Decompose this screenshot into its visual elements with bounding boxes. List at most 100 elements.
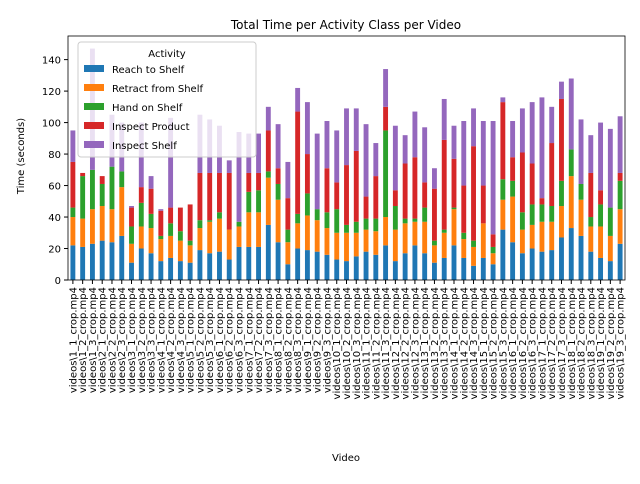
bar-segment: [80, 218, 86, 247]
bar-segment: [256, 190, 261, 213]
bar-segment: [324, 168, 330, 213]
bar-segment: [441, 257, 447, 280]
bar-segment: [529, 224, 535, 249]
bar-segment: [187, 245, 193, 263]
bar-segment: [451, 125, 457, 159]
bar-segment: [138, 202, 144, 227]
bar-segment: [344, 224, 349, 233]
bar-segment: [207, 253, 213, 280]
bar-segment: [519, 229, 525, 254]
bar-segment: [256, 246, 261, 280]
y-tick-label: 20: [48, 245, 61, 256]
x-tick-label: videos\1_1_crop.mp4: [68, 287, 79, 393]
bar-segment: [217, 172, 222, 213]
bar-segment: [334, 232, 340, 260]
bar-segment: [539, 204, 545, 222]
bar-segment: [168, 223, 174, 236]
bar-segment: [295, 213, 301, 224]
bar-segment: [432, 240, 437, 246]
x-tick-label: videos\3_1_crop.mp4: [127, 287, 138, 393]
bar-segment: [265, 130, 271, 172]
bar-segment: [392, 229, 398, 262]
bar-segment: [246, 172, 252, 192]
bar-segment: [334, 130, 340, 183]
bar-segment: [285, 198, 291, 230]
legend-label: Retract from Shelf: [112, 84, 203, 95]
bar-segment: [353, 150, 359, 222]
bar-segment: [441, 98, 447, 140]
bar-segment: [99, 240, 105, 280]
bar-segment: [295, 248, 301, 280]
bar-segment: [187, 262, 193, 280]
bar-segment: [500, 179, 506, 200]
bar-segment: [70, 245, 76, 280]
bar-segment: [148, 188, 154, 214]
bar-segment: [236, 221, 242, 227]
bar-segment: [471, 146, 476, 241]
legend-title: Activity: [148, 49, 185, 60]
bar-segment: [236, 226, 242, 247]
legend-swatch: [84, 122, 104, 129]
bar-segment: [158, 239, 164, 262]
x-tick-label: videos\1_2_crop.mp4: [78, 287, 89, 393]
bar-segment: [529, 163, 535, 205]
legend-swatch: [84, 84, 104, 91]
bar-segment: [363, 218, 369, 230]
bar-segment: [158, 210, 164, 236]
bar-segment: [461, 257, 467, 280]
bar-segment: [617, 180, 623, 210]
bar-segment: [539, 221, 545, 252]
bar-segment: [314, 251, 320, 280]
bar-segment: [490, 253, 496, 265]
bar-segment: [383, 217, 389, 246]
bar-segment: [119, 171, 125, 188]
bar-segment: [461, 185, 467, 233]
bar-segment: [568, 228, 574, 280]
bar-segment: [168, 207, 174, 224]
x-tick-label: videos\13_3_crop.mp4: [440, 287, 451, 399]
x-tick-label: videos\18_3_crop.mp4: [586, 287, 597, 399]
bar-segment: [412, 221, 418, 246]
x-tick-label: videos\12_2_crop.mp4: [401, 287, 412, 399]
bar-segment: [510, 157, 516, 181]
x-tick-label: videos\16_2_crop.mp4: [518, 287, 529, 399]
x-tick-label: videos\6_2_crop.mp4: [225, 287, 236, 393]
bar-segment: [568, 176, 574, 229]
bar-segment: [500, 229, 506, 280]
legend-label: Inspect Shelf: [112, 141, 177, 152]
bar-segment: [265, 106, 271, 131]
bar-segment: [432, 245, 437, 263]
bar-segment: [461, 239, 467, 258]
bar-segment: [217, 218, 222, 252]
bar-segment: [285, 242, 291, 265]
bar-segment: [432, 262, 437, 280]
x-tick-label: videos\15_2_crop.mp4: [489, 287, 500, 399]
bar-segment: [89, 243, 95, 280]
bar-segment: [588, 217, 594, 227]
bar-segment: [148, 228, 154, 254]
bar-segment: [422, 207, 428, 222]
bar-segment: [519, 108, 525, 153]
legend-swatch: [84, 141, 104, 148]
bar-segment: [519, 253, 525, 280]
bar-segment: [177, 261, 183, 280]
bar-segment: [568, 78, 574, 150]
x-tick-label: videos\7_2_crop.mp4: [254, 287, 265, 393]
bar-segment: [109, 209, 115, 243]
x-tick-label: videos\11_3_crop.mp4: [381, 287, 392, 399]
bar-segment: [598, 122, 604, 191]
bar-segment: [256, 172, 261, 191]
bar-segment: [89, 169, 95, 210]
bar-segment: [207, 220, 213, 222]
bar-segment: [519, 152, 525, 213]
x-tick-label: videos\12_3_crop.mp4: [410, 287, 421, 399]
bar-segment: [432, 168, 437, 189]
bar-segment: [334, 259, 340, 280]
legend-swatch: [84, 65, 104, 72]
bar-segment: [471, 240, 476, 247]
bar-segment: [588, 172, 594, 218]
bar-segment: [324, 228, 330, 255]
x-tick-label: videos\17_2_crop.mp4: [547, 287, 558, 399]
bar-segment: [578, 199, 584, 236]
bar-segment: [422, 127, 428, 183]
